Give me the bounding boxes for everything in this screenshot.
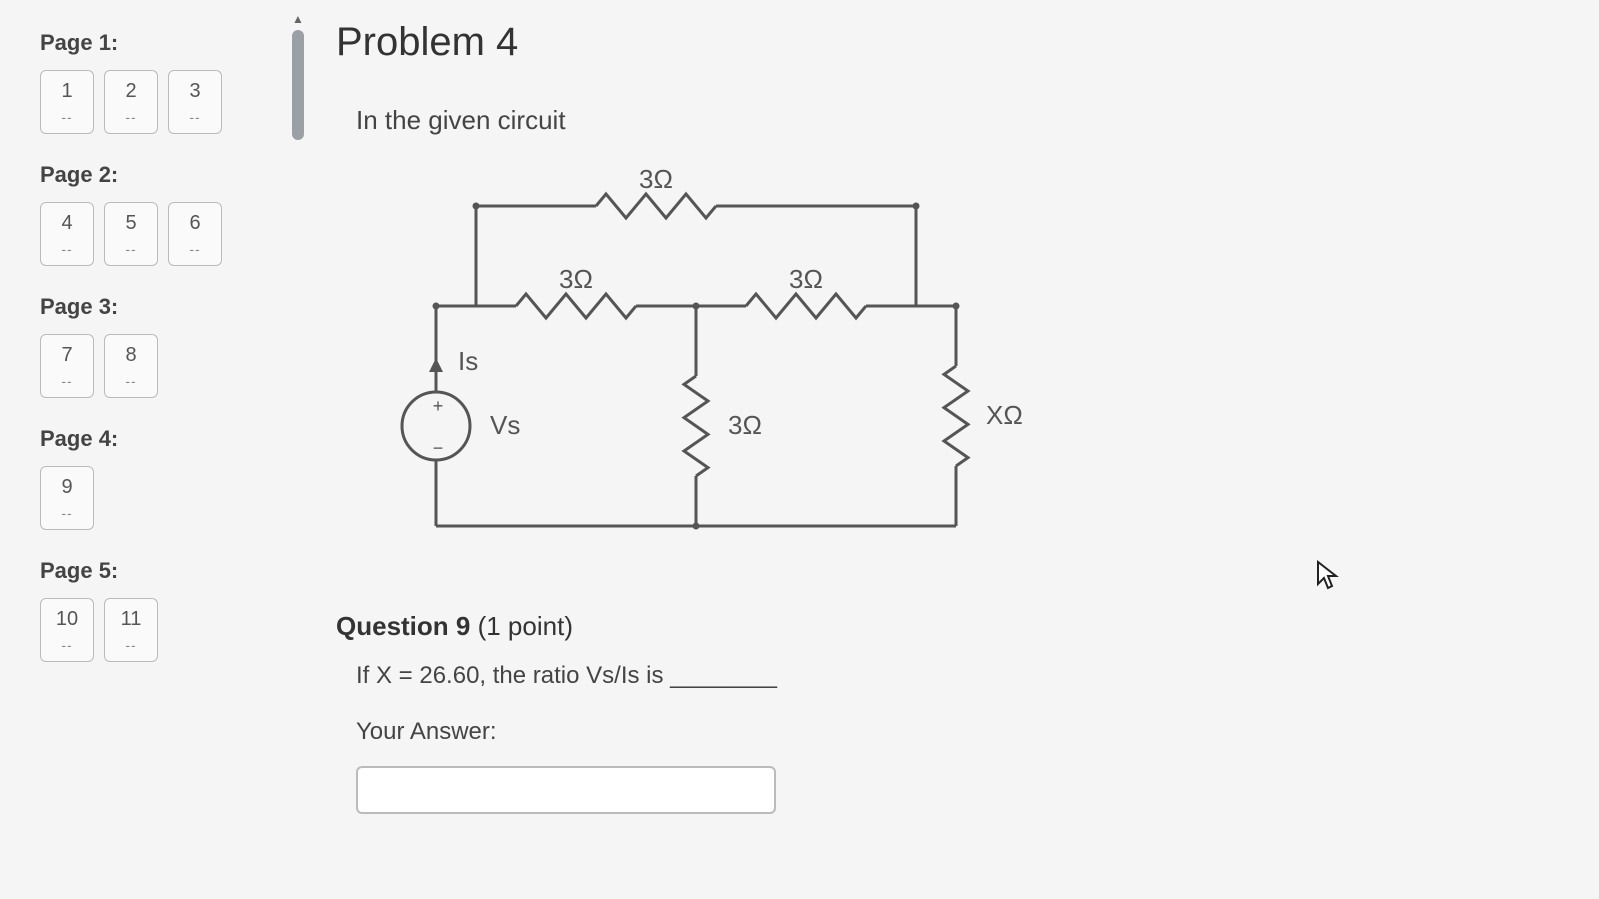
page-group-1: Page 1: 1-- 2-- 3-- — [40, 30, 270, 134]
nav-question-3[interactable]: 3-- — [168, 70, 222, 134]
nav-question-2[interactable]: 2-- — [104, 70, 158, 134]
question-nav-sidebar: Page 1: 1-- 2-- 3-- Page 2: 4-- 5-- 6-- … — [0, 0, 290, 899]
svg-text:Is: Is — [458, 346, 478, 376]
svg-text:Vs: Vs — [490, 410, 520, 440]
page-label: Page 4: — [40, 426, 270, 452]
problem-title: Problem 4 — [336, 20, 1539, 65]
svg-text:3Ω: 3Ω — [728, 410, 762, 440]
svg-text:3Ω: 3Ω — [559, 264, 593, 294]
page-group-2: Page 2: 4-- 5-- 6-- — [40, 162, 270, 266]
nav-question-8[interactable]: 8-- — [104, 334, 158, 398]
page-group-3: Page 3: 7-- 8-- — [40, 294, 270, 398]
nav-question-7[interactable]: 7-- — [40, 334, 94, 398]
question-points: (1 point) — [478, 611, 573, 641]
answer-label: Your Answer: — [356, 718, 1539, 746]
nav-question-11[interactable]: 11-- — [104, 598, 158, 662]
circuit-diagram: 3Ω 3Ω 3Ω 3Ω XΩ Is Vs + − — [376, 166, 1539, 571]
sidebar-scrollbar[interactable]: ▲ — [290, 30, 306, 899]
svg-text:3Ω: 3Ω — [639, 166, 673, 194]
nav-question-10[interactable]: 10-- — [40, 598, 94, 662]
problem-intro: In the given circuit — [356, 105, 1539, 136]
nav-question-1[interactable]: 1-- — [40, 70, 94, 134]
nav-question-9[interactable]: 9-- — [40, 466, 94, 530]
nav-question-5[interactable]: 5-- — [104, 202, 158, 266]
answer-input[interactable] — [356, 766, 776, 814]
page-label: Page 2: — [40, 162, 270, 188]
nav-question-6[interactable]: 6-- — [168, 202, 222, 266]
nav-question-4[interactable]: 4-- — [40, 202, 94, 266]
question-heading: Question 9 (1 point) — [336, 611, 1539, 642]
page-label: Page 5: — [40, 558, 270, 584]
page-group-4: Page 4: 9-- — [40, 426, 270, 530]
scroll-thumb[interactable] — [292, 30, 304, 140]
page-label: Page 1: — [40, 30, 270, 56]
question-number: Question 9 — [336, 611, 470, 641]
svg-text:−: − — [433, 438, 444, 458]
svg-text:XΩ: XΩ — [986, 400, 1023, 430]
svg-text:+: + — [433, 396, 444, 416]
page-label: Page 3: — [40, 294, 270, 320]
svg-text:3Ω: 3Ω — [789, 264, 823, 294]
main-content: Problem 4 In the given circuit 3Ω 3Ω 3Ω 3Ω X… — [306, 0, 1599, 899]
page-group-5: Page 5: 10-- 11-- — [40, 558, 270, 662]
question-text: If X = 26.60, the ratio Vs/Is is _______… — [356, 662, 1539, 690]
scroll-up-icon[interactable]: ▲ — [292, 12, 304, 24]
